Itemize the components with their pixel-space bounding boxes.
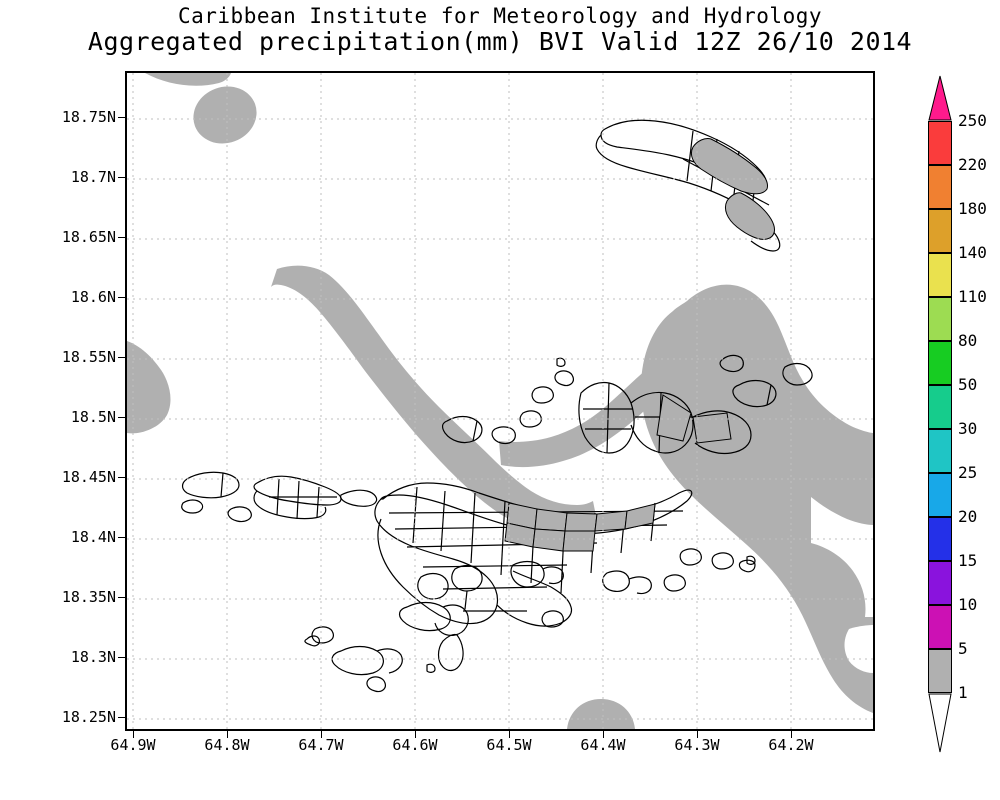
y-tick-mark-3	[118, 297, 126, 298]
colorbar-arrow-bottom	[928, 693, 952, 753]
title-block: Caribbean Institute for Meteorology and …	[0, 4, 1000, 56]
colorbar-label-250: 250	[958, 111, 987, 130]
colorbar-label-50: 50	[958, 375, 978, 394]
colorbar-band-20-15[interactable]	[928, 517, 952, 561]
precipitation-shading-layer	[127, 73, 873, 729]
colorbar-label-140: 140	[958, 243, 987, 262]
colorbar-label-110: 110	[958, 287, 987, 306]
y-tick-mark-9	[118, 657, 126, 658]
y-tick-mark-10	[118, 717, 126, 718]
x-tick-label-4: 64.5W	[486, 736, 532, 754]
colorbar-arrow-top	[928, 75, 952, 121]
colorbar-band-80-50[interactable]	[928, 341, 952, 385]
anegada-precip-polygons	[690, 138, 775, 240]
colorbar-band-250-220[interactable]	[928, 121, 952, 165]
y-tick-mark-0	[118, 117, 126, 118]
y-tick-label-7: 18.4N	[70, 528, 116, 546]
islets-south	[304, 548, 756, 693]
virgin-gorda-precip-polygons	[656, 394, 732, 444]
x-tick-mark-3	[415, 731, 416, 738]
y-tick-label-0: 18.75N	[61, 108, 116, 126]
x-tick-label-7: 64.2W	[768, 736, 814, 754]
grid-layer	[127, 73, 873, 729]
colorbar-label-10: 10	[958, 595, 978, 614]
x-tick-mark-4	[509, 731, 510, 738]
colorbar-label-30: 30	[958, 419, 978, 438]
islets-tiny	[426, 357, 756, 673]
colorbar-band-220-180[interactable]	[928, 165, 952, 209]
institute-title: Caribbean Institute for Meteorology and …	[177, 4, 822, 28]
colorbar-label-25: 25	[958, 463, 978, 482]
colorbar[interactable]: 250 220 180 140 110 80 50 30 25 20 15 10…	[928, 75, 987, 753]
coastline-layer	[181, 119, 813, 693]
precip-cell-south-edge	[567, 699, 635, 729]
island-virgin-gorda	[578, 381, 752, 455]
precip-cell-north-small	[145, 73, 231, 86]
y-tick-label-6: 18.45N	[61, 468, 116, 486]
y-tick-label-1: 18.7N	[70, 168, 116, 186]
y-tick-label-2: 18.65N	[61, 228, 116, 246]
precip-gap-southeast	[844, 625, 873, 673]
colorbar-band-110-80[interactable]	[928, 297, 952, 341]
y-tick-label-3: 18.6N	[70, 288, 116, 306]
colorbar-label-220: 220	[958, 155, 987, 174]
x-tick-label-1: 64.8W	[204, 736, 250, 754]
x-tick-label-3: 64.6W	[392, 736, 438, 754]
map-canvas	[127, 73, 873, 729]
precip-band-northwest	[271, 265, 597, 532]
y-tick-mark-2	[118, 237, 126, 238]
y-tick-mark-4	[118, 357, 126, 358]
x-tick-mark-7	[791, 731, 792, 738]
colorbar-label-5: 5	[958, 639, 968, 658]
x-tick-mark-2	[321, 731, 322, 738]
colorbar-label-80: 80	[958, 331, 978, 350]
y-tick-label-4: 18.55N	[61, 348, 116, 366]
islets-east	[719, 354, 813, 408]
x-tick-label-0: 64.9W	[110, 736, 156, 754]
colorbar-label-1: 1	[958, 683, 968, 702]
y-tick-label-5: 18.5N	[70, 408, 116, 426]
precip-cell-north-blob	[193, 86, 257, 144]
colorbar-band-140-110[interactable]	[928, 253, 952, 297]
y-tick-mark-7	[118, 537, 126, 538]
precip-cell-west-edge	[127, 341, 171, 434]
island-jost-van-dyke	[181, 471, 378, 520]
x-tick-mark-1	[227, 731, 228, 738]
x-tick-mark-0	[133, 731, 134, 738]
y-tick-mark-5	[118, 417, 126, 418]
islets-west	[181, 499, 252, 523]
colorbar-band-30-25[interactable]	[928, 429, 952, 473]
precip-band-east-hook	[499, 369, 663, 468]
precip-band-east	[641, 284, 873, 713]
x-tick-label-2: 64.7W	[298, 736, 344, 754]
y-tick-label-10: 18.25N	[61, 708, 116, 726]
colorbar-band-5-1[interactable]	[928, 649, 952, 693]
colorbar-label-20: 20	[958, 507, 978, 526]
colorbar-band-50-30[interactable]	[928, 385, 952, 429]
page-title: Aggregated precipitation(mm) BVI Valid 1…	[87, 27, 913, 56]
colorbar-band-15-10[interactable]	[928, 561, 952, 605]
colorbar-band-25-20[interactable]	[928, 473, 952, 517]
y-tick-mark-8	[118, 597, 126, 598]
islets-north-central	[441, 370, 574, 445]
colorbar-label-180: 180	[958, 199, 987, 218]
x-tick-mark-5	[603, 731, 604, 738]
y-tick-label-9: 18.3N	[70, 648, 116, 666]
tortola-precip-polygons	[504, 502, 656, 552]
x-tick-label-6: 64.3W	[674, 736, 720, 754]
x-tick-label-5: 64.4W	[580, 736, 626, 754]
y-tick-mark-1	[118, 177, 126, 178]
y-tick-label-8: 18.35N	[61, 588, 116, 606]
y-tick-mark-6	[118, 477, 126, 478]
map-plot-area[interactable]	[125, 71, 875, 731]
colorbar-label-15: 15	[958, 551, 978, 570]
colorbar-band-180-140[interactable]	[928, 209, 952, 253]
colorbar-band-10-5[interactable]	[928, 605, 952, 649]
x-tick-mark-6	[697, 731, 698, 738]
